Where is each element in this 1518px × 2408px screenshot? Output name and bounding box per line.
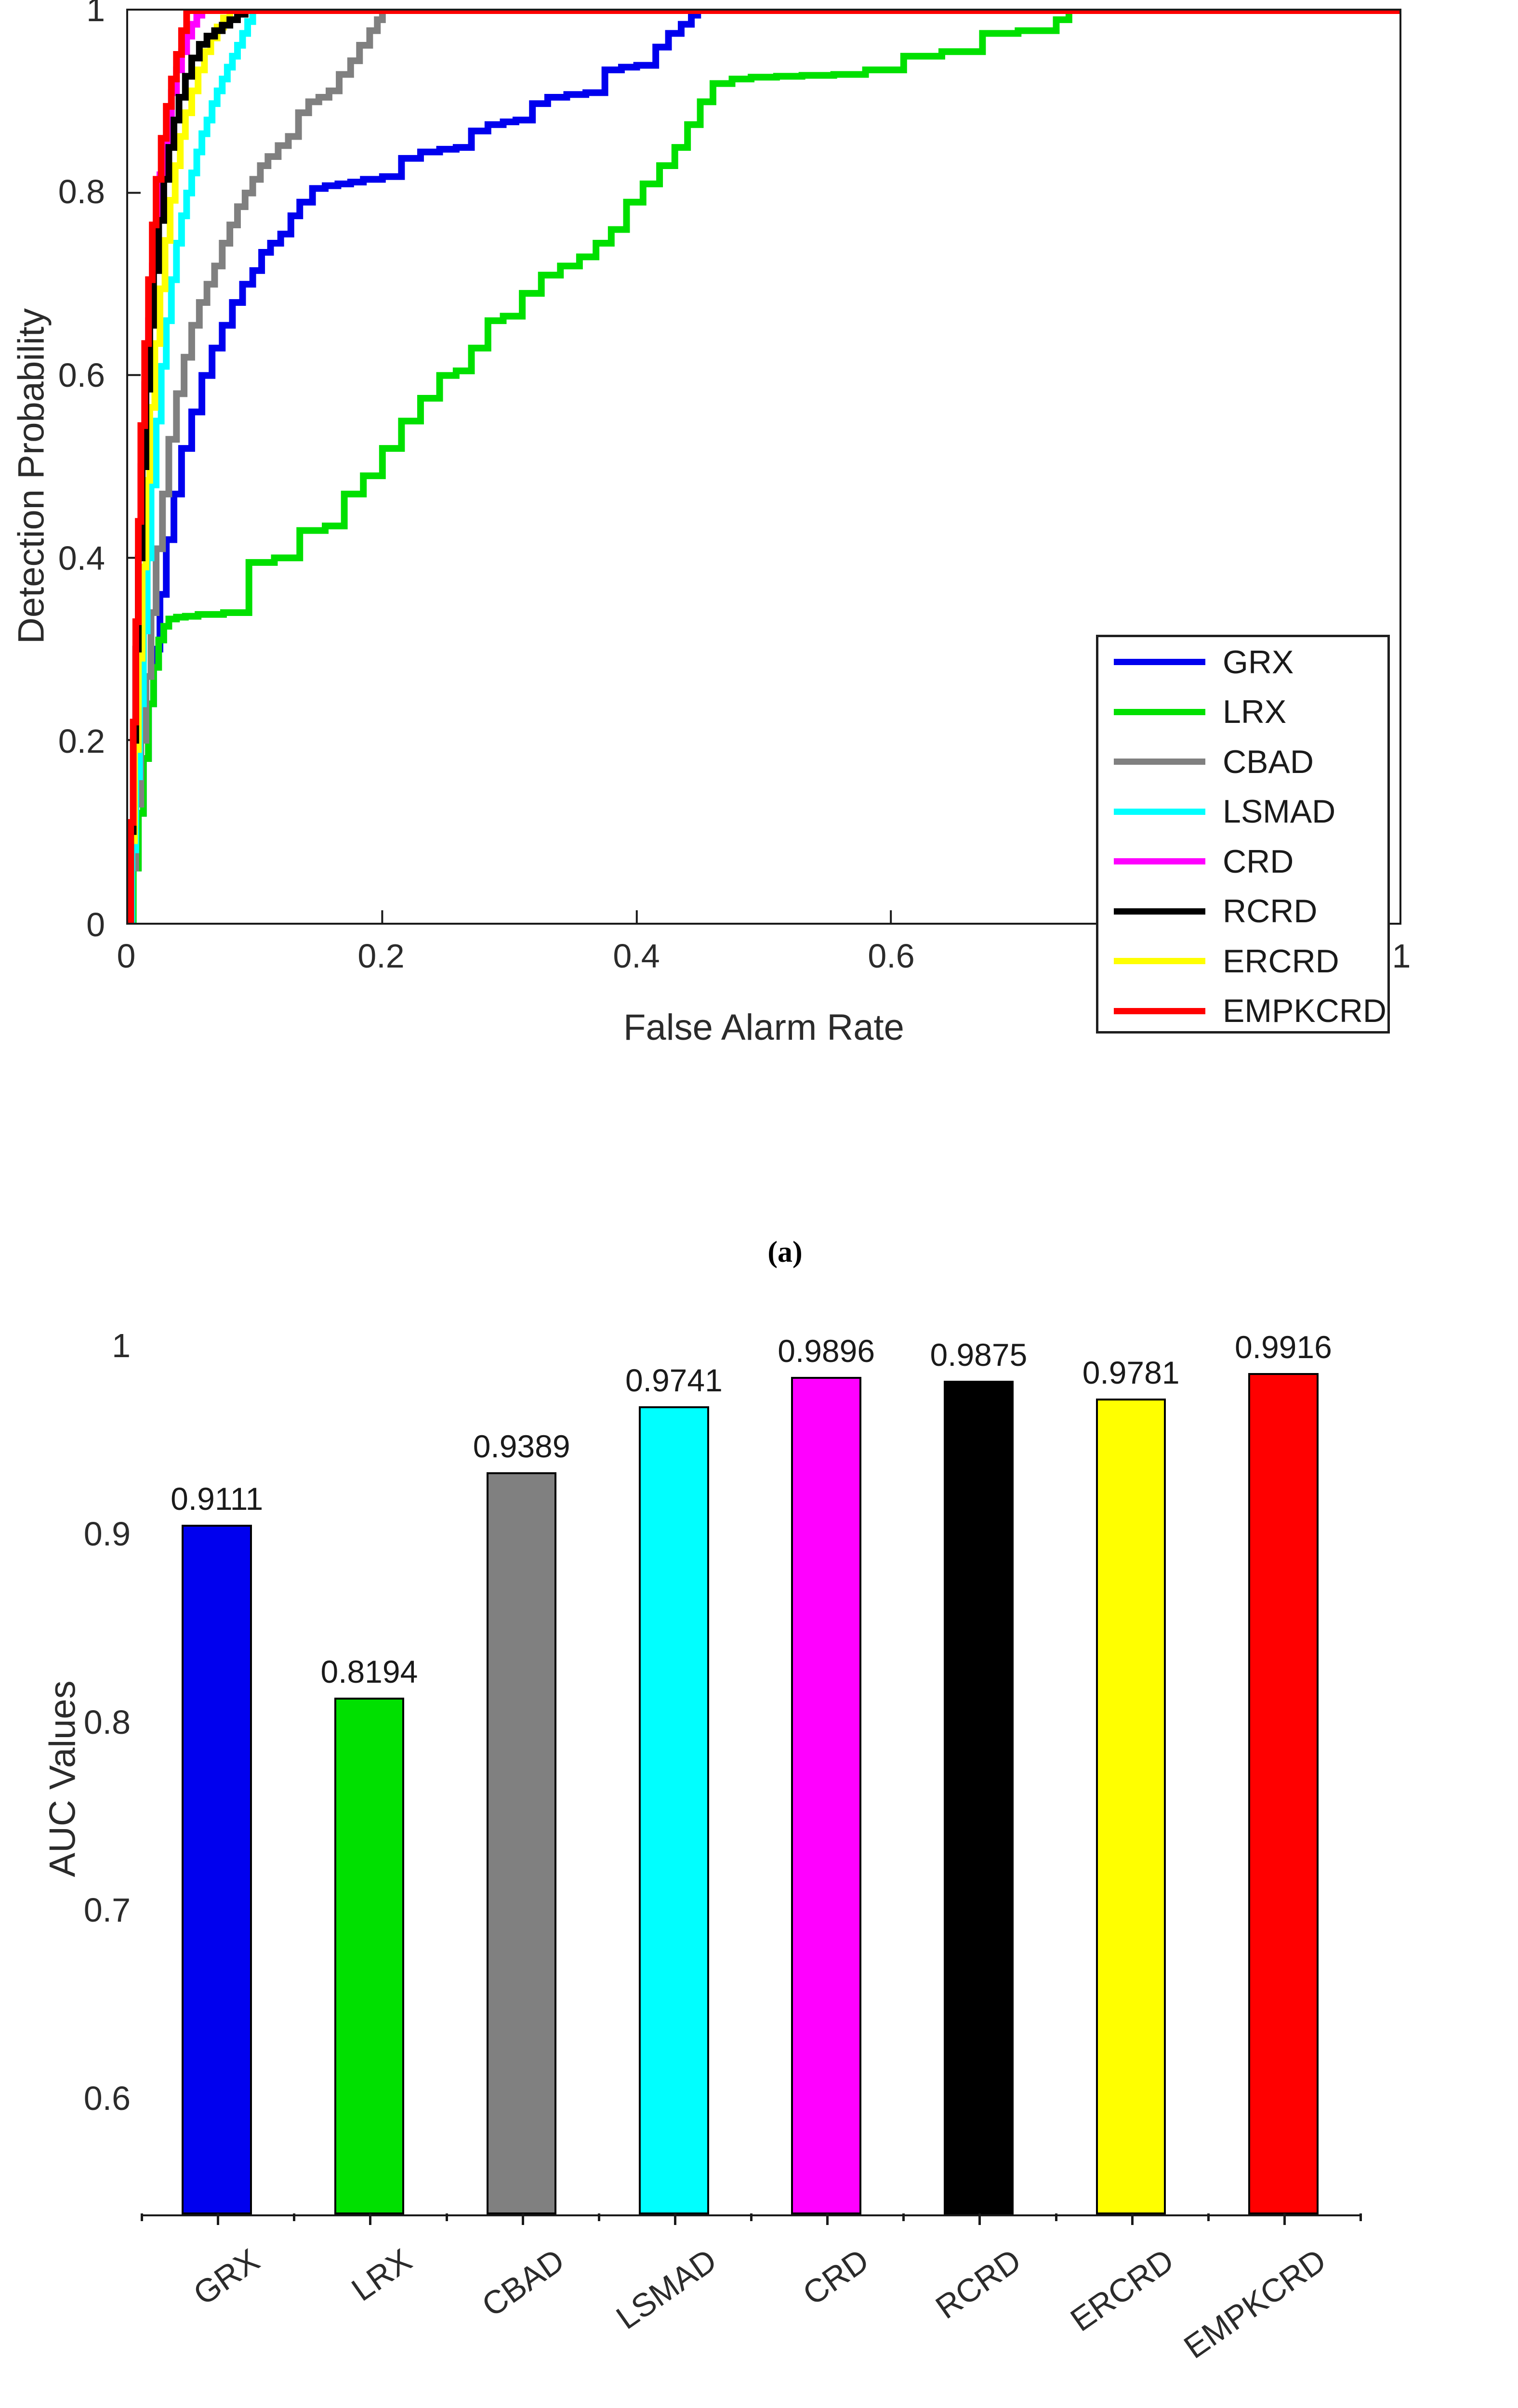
- bar-xtick-boundary-3: [597, 2213, 600, 2221]
- legend-color-swatch-grx: [1114, 659, 1205, 666]
- legend-color-swatch-cbad: [1114, 759, 1205, 765]
- bar-category-label-rcrd: RCRD: [929, 2241, 1028, 2326]
- legend-item-lrx[interactable]: LRX: [1098, 687, 1387, 737]
- bar-value-label-lsmad: 0.9741: [625, 1362, 723, 1398]
- bar-ytick-4: 1: [112, 1327, 131, 1364]
- roc-curve-lsmad: [128, 11, 1399, 923]
- bar-xtick-boundary-1: [293, 2213, 296, 2221]
- bar-ytick-3: 0.9: [83, 1515, 131, 1553]
- bar-xtick-boundary-4: [750, 2213, 752, 2221]
- bar-xtick-boundary-0: [141, 2213, 143, 2221]
- roc-xtick-5: 1: [1392, 937, 1411, 975]
- roc-ytick-1: 0.2: [58, 722, 105, 760]
- legend-item-rcrd[interactable]: RCRD: [1098, 887, 1387, 937]
- bar-xtick-boundary-5: [902, 2213, 905, 2221]
- bar-category-label-lrx: LRX: [345, 2241, 419, 2308]
- bar-xtick-cbad: [521, 2213, 524, 2225]
- bar-cbad: [486, 1472, 557, 2214]
- bar-ytick-0: 0.6: [83, 2080, 131, 2117]
- roc-y-tick-labels: 0 0.2 0.4 0.6 0.8 1: [0, 0, 116, 943]
- bar-xtick-crd: [826, 2213, 829, 2225]
- bar-lsmad: [639, 1406, 709, 2214]
- roc-y-axis-title: Detection Probability: [11, 308, 52, 644]
- roc-panel: 0 0.2 0.4 0.6 0.8 1: [0, 0, 1518, 1180]
- bar-value-label-cbad: 0.9389: [473, 1428, 570, 1465]
- subfigure-caption-a: (a): [767, 1236, 803, 1269]
- roc-xtick-0: 0: [117, 937, 136, 975]
- bar-lrx: [334, 1697, 405, 2214]
- bar-value-label-rcrd: 0.9875: [930, 1337, 1028, 1373]
- legend-color-swatch-rcrd: [1114, 908, 1205, 915]
- bar-ytick-1: 0.7: [83, 1891, 131, 1929]
- bar-category-label-ercrd: ERCRD: [1064, 2241, 1180, 2339]
- roc-ytick-5: 1: [86, 0, 105, 28]
- bar-y-axis-title: AUC Values: [42, 1680, 83, 1877]
- legend-item-ercrd[interactable]: ERCRD: [1098, 936, 1387, 986]
- roc-ytick-3: 0.6: [58, 356, 105, 394]
- roc-x-axis-title: False Alarm Rate: [623, 1007, 904, 1048]
- roc-ytick-4: 0.8: [58, 173, 105, 210]
- roc-curve-cbad: [128, 11, 1399, 923]
- legend-color-swatch-empkcrd: [1114, 1008, 1205, 1014]
- bar-value-label-ercrd: 0.9781: [1082, 1354, 1180, 1390]
- legend-label: LSMAD: [1223, 793, 1336, 830]
- bar-xtick-boundary-7: [1207, 2213, 1210, 2221]
- bar-rcrd: [943, 1381, 1014, 2214]
- roc-ytick-2: 0.4: [58, 539, 105, 577]
- bar-xtick-grx: [217, 2213, 220, 2225]
- bar-empkcrd: [1248, 1373, 1319, 2214]
- legend-label: CBAD: [1223, 743, 1314, 780]
- bar-category-label-grx: GRX: [186, 2241, 266, 2313]
- auc-bar-panel: AUC Values 0.6 0.7 0.8 0.9 1 0.9111 GRX 0.…: [0, 1300, 1518, 2408]
- bar-xtick-empkcrd: [1283, 2213, 1286, 2225]
- bar-plot-area: [141, 1320, 1360, 2214]
- roc-curve-grx: [128, 11, 1399, 923]
- roc-curve-empkcrd: [128, 11, 1399, 923]
- bar-xtick-boundary-6: [1055, 2213, 1057, 2221]
- bar-category-label-cbad: CBAD: [475, 2241, 571, 2324]
- bar-xtick-lsmad: [673, 2213, 676, 2225]
- bar-category-label-empkcrd: EMPKCRD: [1177, 2241, 1333, 2366]
- bar-crd: [791, 1376, 861, 2214]
- bar-xtick-lrx: [369, 2213, 372, 2225]
- legend-color-swatch-lrx: [1114, 708, 1205, 715]
- legend-label: EMPKCRD: [1223, 993, 1387, 1030]
- legend-item-grx[interactable]: GRX: [1098, 637, 1387, 687]
- roc-curve-lrx: [128, 11, 1399, 923]
- bar-value-label-lrx: 0.8194: [320, 1653, 418, 1689]
- bar-grx: [182, 1524, 252, 2214]
- bar-xtick-rcrd: [978, 2213, 981, 2225]
- roc-curves-svg: [128, 11, 1399, 923]
- legend-label: CRD: [1223, 843, 1294, 880]
- legend-color-swatch-ercrd: [1114, 958, 1205, 965]
- bar-xtick-boundary-8: [1360, 2213, 1362, 2221]
- bar-value-label-empkcrd: 0.9916: [1234, 1329, 1332, 1365]
- legend-item-lsmad[interactable]: LSMAD: [1098, 787, 1387, 837]
- bar-ercrd: [1096, 1398, 1166, 2214]
- bar-value-label-crd: 0.9896: [778, 1333, 875, 1369]
- legend-color-swatch-lsmad: [1114, 808, 1205, 815]
- legend-item-cbad[interactable]: CBAD: [1098, 737, 1387, 787]
- legend-label: RCRD: [1223, 893, 1318, 930]
- legend-label: ERCRD: [1223, 942, 1339, 980]
- roc-xtick-3: 0.6: [868, 937, 915, 975]
- roc-legend[interactable]: GRX LRX CBAD LSMAD CRD RCRD ERCRD EMPKCRD: [1096, 635, 1390, 1034]
- legend-color-swatch-crd: [1114, 858, 1205, 865]
- legend-item-crd[interactable]: CRD: [1098, 837, 1387, 887]
- bar-xtick-boundary-2: [445, 2213, 448, 2221]
- legend-item-empkcrd[interactable]: EMPKCRD: [1098, 986, 1387, 1036]
- bar-category-label-lsmad: LSMAD: [609, 2241, 724, 2337]
- bar-xtick-ercrd: [1131, 2213, 1134, 2225]
- roc-xtick-2: 0.4: [613, 937, 660, 975]
- bar-value-label-grx: 0.9111: [171, 1480, 264, 1517]
- roc-series-group: [128, 11, 1399, 923]
- legend-label: LRX: [1223, 694, 1287, 731]
- bar-ytick-2: 0.8: [83, 1703, 131, 1741]
- legend-label: GRX: [1223, 643, 1294, 681]
- roc-ytick-0: 0: [86, 906, 105, 943]
- bar-category-label-crd: CRD: [796, 2241, 876, 2313]
- roc-xtick-1: 0.2: [357, 937, 405, 975]
